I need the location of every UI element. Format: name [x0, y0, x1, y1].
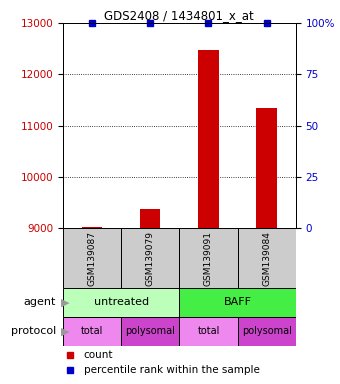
Text: GSM139091: GSM139091: [204, 231, 213, 286]
Bar: [121, 228, 180, 288]
Bar: [140, 209, 160, 228]
Text: untreated: untreated: [94, 297, 149, 308]
Bar: [82, 227, 102, 228]
Bar: [238, 228, 296, 288]
Bar: [63, 288, 180, 317]
Text: ▶: ▶: [61, 326, 70, 336]
Bar: [63, 317, 121, 346]
Text: protocol: protocol: [11, 326, 56, 336]
Bar: [180, 317, 238, 346]
Bar: [238, 317, 296, 346]
Text: GSM139084: GSM139084: [262, 231, 271, 286]
Text: total: total: [81, 326, 103, 336]
Text: polysomal: polysomal: [242, 326, 292, 336]
Bar: [256, 108, 277, 228]
Text: GSM139079: GSM139079: [146, 231, 155, 286]
Text: count: count: [84, 350, 113, 360]
Text: ▶: ▶: [61, 297, 70, 308]
Text: percentile rank within the sample: percentile rank within the sample: [84, 366, 260, 376]
Text: total: total: [197, 326, 220, 336]
Bar: [63, 228, 121, 288]
Text: agent: agent: [24, 297, 56, 308]
Title: GDS2408 / 1434801_x_at: GDS2408 / 1434801_x_at: [104, 9, 254, 22]
Text: GSM139087: GSM139087: [87, 231, 97, 286]
Bar: [121, 317, 180, 346]
Text: polysomal: polysomal: [125, 326, 175, 336]
Bar: [180, 288, 296, 317]
Bar: [198, 50, 219, 228]
Bar: [180, 228, 238, 288]
Text: BAFF: BAFF: [224, 297, 252, 308]
